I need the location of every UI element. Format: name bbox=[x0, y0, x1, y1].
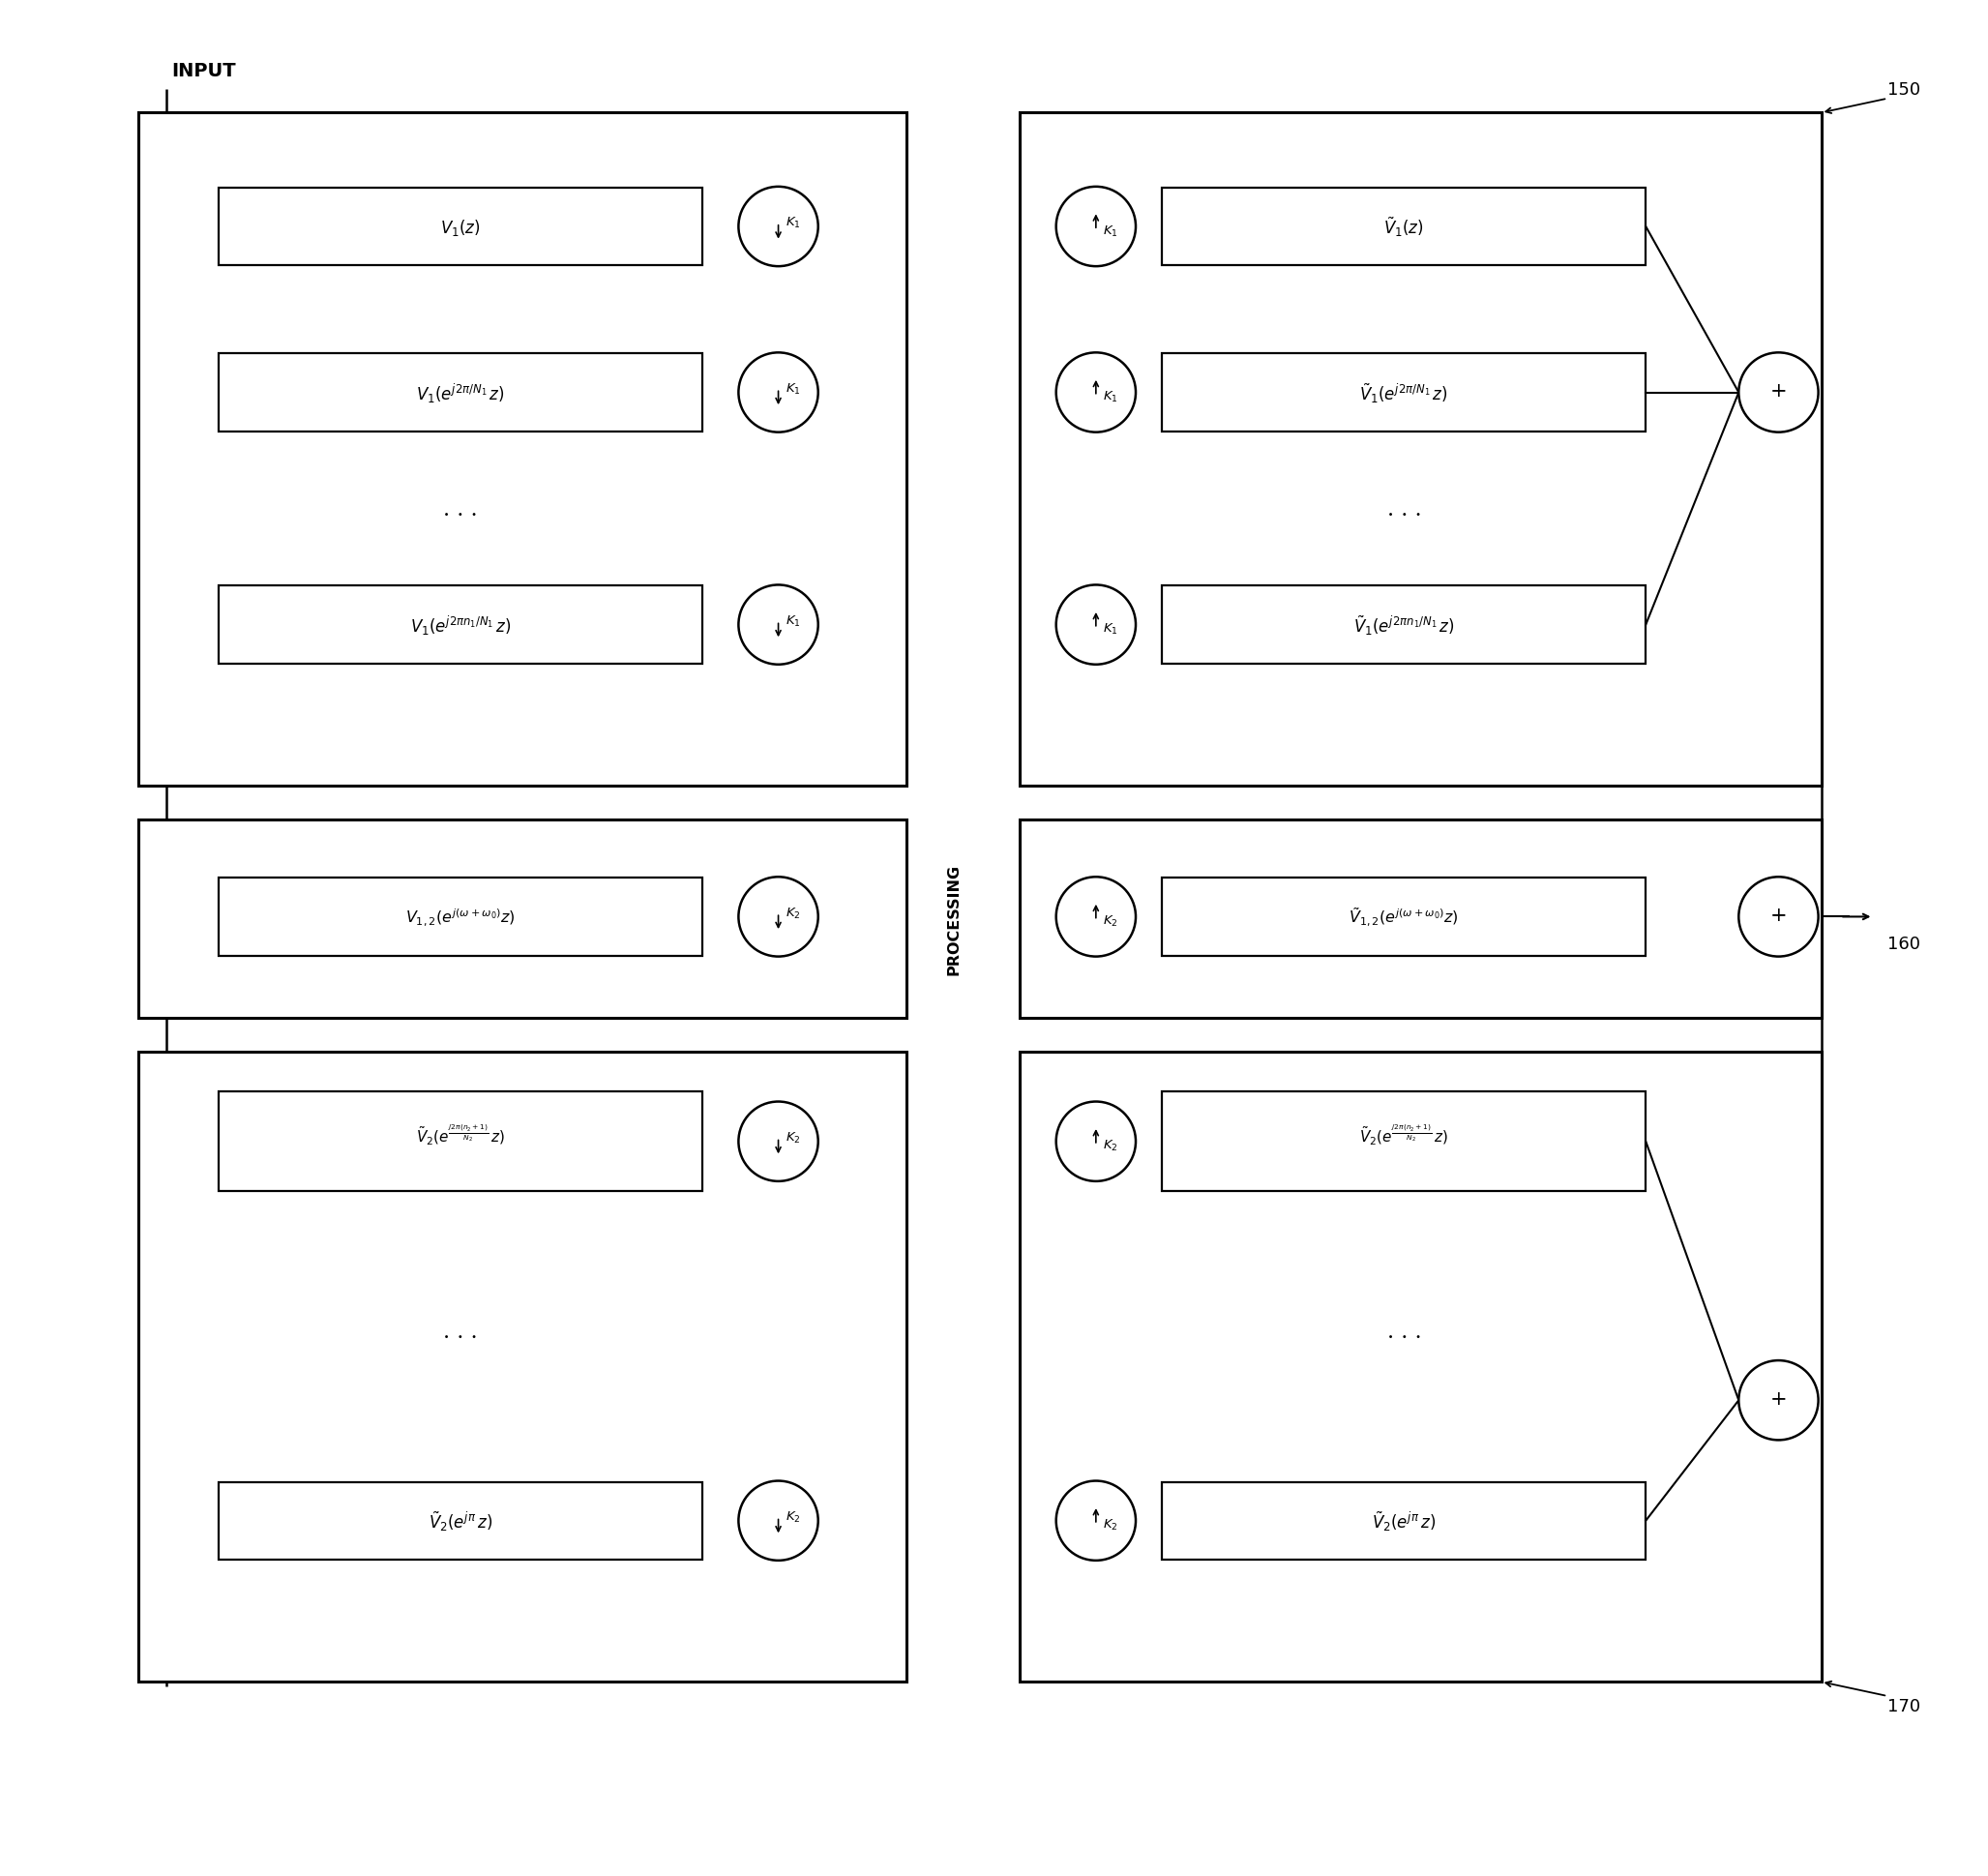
Circle shape bbox=[1056, 1480, 1135, 1561]
Circle shape bbox=[738, 188, 819, 266]
Text: $K_1$: $K_1$ bbox=[785, 216, 801, 231]
Text: PROCESSING: PROCESSING bbox=[946, 863, 960, 976]
Text: $\tilde{V}_1(z)$: $\tilde{V}_1(z)$ bbox=[1384, 216, 1423, 238]
Bar bbox=[1163, 1482, 1646, 1559]
Text: $K_2$: $K_2$ bbox=[1103, 914, 1117, 929]
Circle shape bbox=[1056, 1101, 1135, 1182]
Text: $K_2$: $K_2$ bbox=[785, 1131, 801, 1144]
Text: $\tilde{V}_1(e^{j2\pi n_1/N_1}\,z)$: $\tilde{V}_1(e^{j2\pi n_1/N_1}\,z)$ bbox=[1354, 613, 1455, 638]
Text: $V_1(e^{j2\pi/N_1}\,z)$: $V_1(e^{j2\pi/N_1}\,z)$ bbox=[415, 381, 505, 405]
Circle shape bbox=[1056, 188, 1135, 266]
Circle shape bbox=[738, 353, 819, 433]
Text: . . .: . . . bbox=[1388, 1321, 1421, 1341]
Bar bbox=[1163, 878, 1646, 957]
Text: . . .: . . . bbox=[1388, 499, 1421, 520]
Text: $\tilde{V}_1(e^{j2\pi/N_1}\,z)$: $\tilde{V}_1(e^{j2\pi/N_1}\,z)$ bbox=[1360, 381, 1449, 405]
Bar bbox=[139, 1052, 907, 1683]
Bar bbox=[1163, 355, 1646, 431]
Bar bbox=[219, 1482, 702, 1559]
Bar bbox=[219, 878, 702, 957]
Text: $\tilde{V}_2(e^{j\pi}\,z)$: $\tilde{V}_2(e^{j\pi}\,z)$ bbox=[429, 1508, 493, 1533]
Text: 150: 150 bbox=[1887, 81, 1920, 99]
Text: +: + bbox=[1769, 906, 1787, 925]
Bar bbox=[1163, 587, 1646, 664]
Text: $K_2$: $K_2$ bbox=[1103, 1518, 1117, 1533]
Bar bbox=[219, 355, 702, 431]
Circle shape bbox=[1740, 353, 1819, 433]
Circle shape bbox=[738, 1101, 819, 1182]
Text: $\tilde{V}_2(e^{j\pi}\,z)$: $\tilde{V}_2(e^{j\pi}\,z)$ bbox=[1372, 1508, 1435, 1533]
Text: $V_{1,2}(e^{j(\omega+\omega_0)}z)$: $V_{1,2}(e^{j(\omega+\omega_0)}z)$ bbox=[406, 906, 515, 929]
Circle shape bbox=[1740, 878, 1819, 957]
Circle shape bbox=[1740, 1360, 1819, 1441]
Circle shape bbox=[1056, 878, 1135, 957]
Text: $K_1$: $K_1$ bbox=[1103, 390, 1119, 405]
Circle shape bbox=[1056, 585, 1135, 666]
Text: $K_1$: $K_1$ bbox=[785, 383, 801, 396]
Text: $\tilde{V}_{1,2}(e^{j(\omega+\omega_0)}z)$: $\tilde{V}_{1,2}(e^{j(\omega+\omega_0)}z… bbox=[1350, 906, 1459, 929]
Text: $V_1(e^{j2\pi n_1/N_1}\,z)$: $V_1(e^{j2\pi n_1/N_1}\,z)$ bbox=[410, 613, 511, 638]
Text: $\tilde{V}_2(e^{\frac{j2\pi(n_2+1)}{N_2}}\,z)$: $\tilde{V}_2(e^{\frac{j2\pi(n_2+1)}{N_2}… bbox=[415, 1122, 505, 1146]
Bar bbox=[1163, 1092, 1646, 1191]
Bar bbox=[139, 114, 907, 786]
Text: +: + bbox=[1769, 383, 1787, 400]
Text: +: + bbox=[1769, 1390, 1787, 1407]
Bar bbox=[1020, 1052, 1821, 1683]
Text: $K_2$: $K_2$ bbox=[785, 906, 801, 921]
Bar bbox=[1163, 188, 1646, 266]
Bar bbox=[139, 820, 907, 1019]
Circle shape bbox=[1056, 353, 1135, 433]
Text: $K_2$: $K_2$ bbox=[1103, 1139, 1117, 1154]
Text: $K_1$: $K_1$ bbox=[785, 613, 801, 628]
Text: 160: 160 bbox=[1887, 934, 1920, 953]
Circle shape bbox=[738, 1480, 819, 1561]
Text: $K_1$: $K_1$ bbox=[1103, 623, 1119, 636]
Circle shape bbox=[738, 585, 819, 666]
Bar bbox=[219, 1092, 702, 1191]
Bar bbox=[1020, 820, 1821, 1019]
Text: . . .: . . . bbox=[443, 499, 477, 520]
Text: 170: 170 bbox=[1887, 1698, 1920, 1715]
Text: $\tilde{V}_2(e^{\frac{j2\pi(n_2+1)}{N_2}}\,z)$: $\tilde{V}_2(e^{\frac{j2\pi(n_2+1)}{N_2}… bbox=[1360, 1122, 1449, 1146]
Bar bbox=[219, 188, 702, 266]
Bar bbox=[219, 587, 702, 664]
Text: $K_1$: $K_1$ bbox=[1103, 223, 1119, 238]
Text: . . .: . . . bbox=[443, 1321, 477, 1341]
Text: $V_1(z)$: $V_1(z)$ bbox=[441, 218, 481, 238]
Text: INPUT: INPUT bbox=[171, 62, 237, 81]
Circle shape bbox=[738, 878, 819, 957]
Bar bbox=[1020, 114, 1821, 786]
Text: $K_2$: $K_2$ bbox=[785, 1510, 801, 1523]
